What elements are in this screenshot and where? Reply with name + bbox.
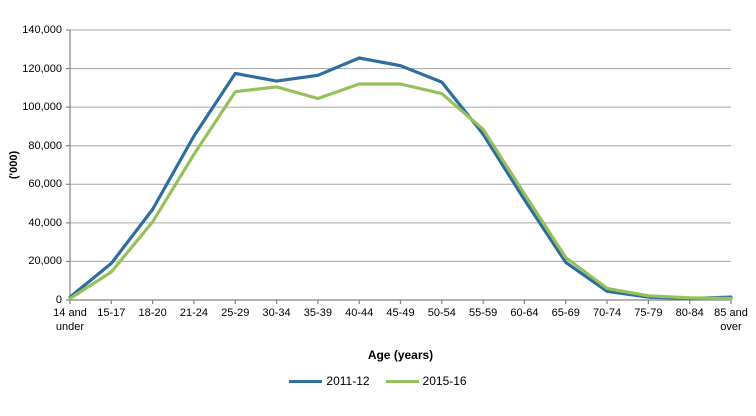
y-axis-title: ('000) (8, 150, 20, 180)
y-tick-label: 140,000 (22, 24, 62, 36)
y-tick-label: 60,000 (28, 178, 62, 191)
x-tick-label: 40-44 (345, 307, 374, 319)
x-tick-label: 55-59 (469, 307, 498, 319)
legend-line-swatch (289, 379, 323, 383)
series-line-2011-12 (68, 56, 733, 301)
x-tick-label: 18-20 (138, 307, 167, 319)
x-tick-label: 14 and under (53, 307, 87, 333)
y-tick-label: 0 (55, 294, 62, 306)
x-tick-label: 15-17 (97, 307, 126, 319)
x-tick-label: 45-49 (386, 307, 415, 319)
legend-item-2011-12: 2011-12 (289, 374, 370, 388)
y-tick-label: 40,000 (28, 216, 62, 229)
legend-label: 2011-12 (326, 374, 370, 388)
x-tick-label: 75-79 (634, 307, 663, 319)
x-tick-label: 65-69 (551, 307, 580, 319)
y-tick-label: 120,000 (22, 62, 62, 75)
x-tick-label: 80-84 (675, 307, 704, 319)
y-tick-label: 100,000 (22, 101, 62, 114)
x-axis-title: Age (years) (367, 348, 434, 362)
x-tick-label: 35-39 (303, 307, 332, 319)
x-tick-label: 50-54 (427, 307, 456, 319)
x-tick-label: 30-34 (262, 307, 291, 319)
x-tick-label: 25-29 (221, 307, 250, 319)
x-tick-label: 21-24 (179, 307, 208, 319)
x-tick-label: 85 and over (714, 307, 748, 333)
legend-line-swatch (385, 379, 419, 383)
y-tick-label: 80,000 (28, 139, 62, 152)
legend-label: 2015-16 (422, 374, 467, 388)
legend-item-2015-16: 2015-16 (385, 374, 467, 388)
series-line-2015-16 (68, 82, 733, 301)
legend: 2011-12 2015-16 (0, 374, 756, 388)
x-tick-label: 70-74 (592, 307, 622, 319)
x-tick-label: 60-64 (510, 307, 539, 319)
y-tick-label: 20,000 (28, 255, 62, 268)
